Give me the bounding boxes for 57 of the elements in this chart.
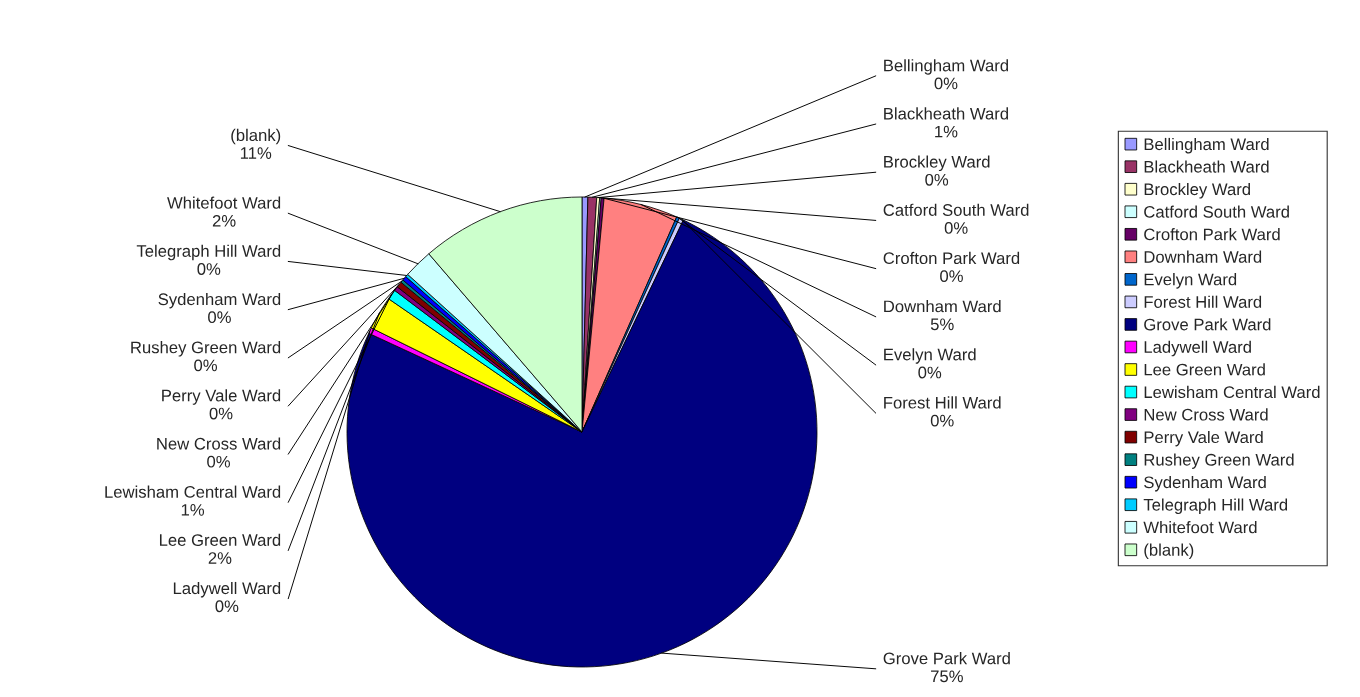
data-label: 0% [197,263,221,275]
data-label: 1% [181,504,205,516]
data-label: 5% [930,318,954,331]
data-label: 0% [940,270,963,283]
legend-label: Evelyn Ward [1144,273,1237,289]
data-label: 75% [931,670,963,683]
data-label: 0% [930,414,954,427]
data-label: 0% [925,173,949,186]
slice-label: Telegraph Hill Ward [136,244,281,261]
legend-label: Brockley Ward [1144,182,1250,199]
slice-label: Bellingham Ward [884,59,1009,75]
legend-label: Ladywell Ward [1144,340,1251,357]
slice-label: Grove Park Ward [883,652,1010,665]
data-label: 0% [215,600,239,613]
data-label: 0% [944,222,968,234]
legend-label: Blackheath Ward [1144,160,1269,173]
slice-label: Crofton Park Ward [883,251,1020,265]
data-label: 2% [212,214,236,227]
data-label: 11% [240,147,272,159]
slice-label: Ladywell Ward [173,581,281,598]
legend-label: Telegraph Hill Ward [1143,498,1288,515]
data-label: 0% [209,407,233,420]
slice-label: New Cross Ward [157,437,281,450]
legend-label: Crofton Park Ward [1144,228,1280,241]
legend-label: Lee Green Ward [1144,363,1265,376]
legend-label: (blank) [1144,543,1194,560]
slice-label: Lewisham Central Ward [105,485,281,498]
data-label: 2% [208,552,232,564]
slice-label: Sydenham Ward [158,292,281,309]
slice-label: Brockley Ward [884,155,990,172]
data-label: 0% [934,77,958,90]
slice-label: Perry Vale Ward [162,389,281,405]
legend-label: Catford South Ward [1144,205,1289,218]
slice-label: Downham Ward [884,300,1001,313]
legend-label: Perry Vale Ward [1144,430,1263,447]
slice-label: (blank) [231,128,281,145]
legend-label: New Cross Ward [1144,408,1268,421]
slice-label: Blackheath Ward [884,107,1009,120]
slice-label: Lee Green Ward [159,533,281,546]
legend-label: Bellingham Ward [1144,137,1269,154]
legend-label: Whitefoot Ward [1143,521,1257,534]
data-label: 0% [194,359,218,372]
legend-label: Downham Ward [1144,250,1262,263]
data-label: 0% [918,366,942,379]
slice-label: Rushey Green Ward [131,341,281,357]
legend-label: Lewisham Central Ward [1144,385,1320,399]
slice-label: Forest Hill Ward [884,396,1001,409]
legend-label: Forest Hill Ward [1144,295,1262,308]
legend-label: Grove Park Ward [1144,318,1271,331]
data-label: 0% [208,311,231,324]
legend-label: Sydenham Ward [1144,475,1266,492]
slice-label: Evelyn Ward [884,348,976,364]
data-label: 0% [207,455,230,468]
slice-label: Catford South Ward [883,203,1029,216]
data-label: 1% [935,125,958,138]
legend-label: Rushey Green Ward [1144,453,1294,469]
slice-label: Whitefoot Ward [167,196,281,209]
